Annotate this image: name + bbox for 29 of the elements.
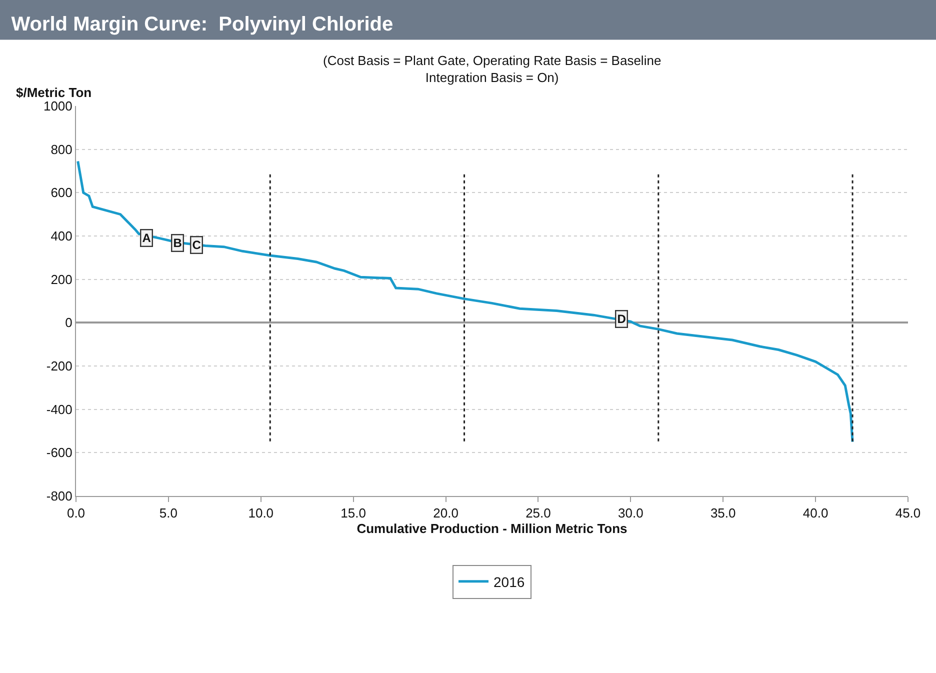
x-axis-title: Cumulative Production - Million Metric Tons xyxy=(356,521,628,536)
y-tick-label: 0 xyxy=(65,315,72,330)
chart-subtitle: (Cost Basis = Plant Gate, Operating Rate Basis = Baseline Integration Basis = On) xyxy=(323,53,662,85)
y-tick-label: 800 xyxy=(50,142,72,157)
x-tick-label: 40.0 xyxy=(802,506,828,521)
x-tick-label: 15.0 xyxy=(340,506,366,521)
annotation: B xyxy=(173,236,182,250)
x-tick-label: 35.0 xyxy=(710,506,736,521)
x-tick-label: 20.0 xyxy=(433,506,458,521)
annotation: C xyxy=(192,238,202,252)
x-tick-label: 5.0 xyxy=(159,506,178,521)
y-tick-label: 200 xyxy=(50,272,72,287)
x-tick-label: 0.0 xyxy=(66,506,86,521)
y-tick-label: -400 xyxy=(46,402,72,417)
x-tick-label: 30.0 xyxy=(618,506,644,521)
y-tick-label: 600 xyxy=(50,185,72,200)
y-axis-title: $/Metric Ton xyxy=(16,85,92,100)
annotation: A xyxy=(142,231,152,246)
y-tick-label: 1000 xyxy=(43,98,72,114)
legend-label: 2016 xyxy=(494,574,525,590)
annotation: D xyxy=(617,312,626,326)
x-tick-label: 25.0 xyxy=(526,506,551,521)
x-tick-label: 10.0 xyxy=(248,506,274,521)
x-tick-label: 45.0 xyxy=(895,506,921,521)
y-tick-label: -200 xyxy=(46,358,72,374)
y-tick-label: 400 xyxy=(50,228,72,244)
y-tick-label: -800 xyxy=(46,488,72,504)
chart-title: World Margin Curve: Polyvinyl Chloride xyxy=(11,14,394,36)
y-tick-label: -600 xyxy=(46,445,72,460)
